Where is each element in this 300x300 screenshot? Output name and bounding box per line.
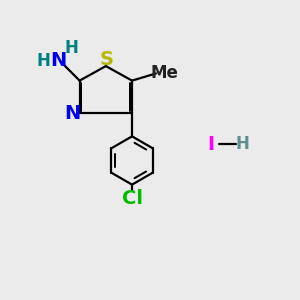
Text: S: S xyxy=(99,50,113,69)
Text: N: N xyxy=(64,104,80,124)
Text: Me: Me xyxy=(150,64,178,82)
Text: H: H xyxy=(64,39,78,57)
Text: H: H xyxy=(37,52,51,70)
Text: Cl: Cl xyxy=(122,189,142,208)
Text: I: I xyxy=(207,135,214,154)
Text: N: N xyxy=(50,51,67,70)
Text: H: H xyxy=(236,135,250,153)
